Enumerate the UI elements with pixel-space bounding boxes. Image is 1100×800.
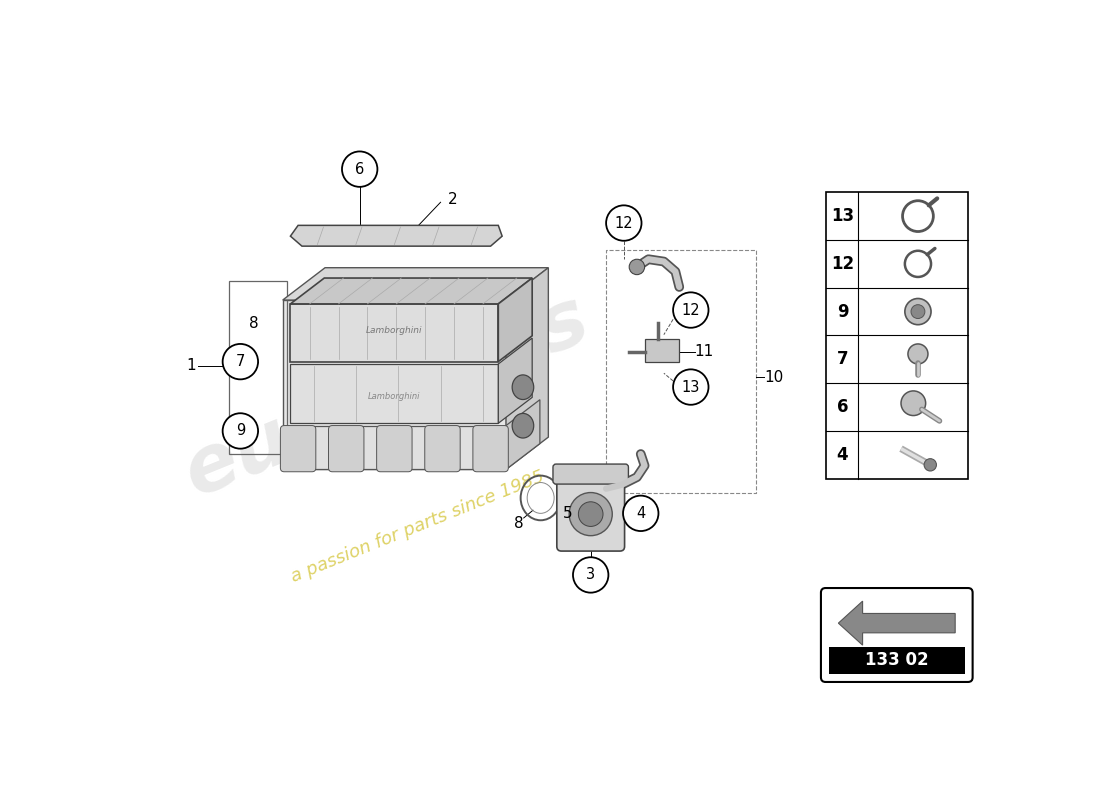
FancyBboxPatch shape [828, 646, 965, 674]
Polygon shape [290, 278, 532, 304]
Circle shape [222, 344, 258, 379]
Polygon shape [645, 338, 680, 362]
Text: 5: 5 [563, 506, 572, 521]
Circle shape [673, 292, 708, 328]
Ellipse shape [513, 414, 534, 438]
FancyBboxPatch shape [280, 426, 316, 472]
Text: 12: 12 [682, 302, 700, 318]
FancyBboxPatch shape [473, 426, 508, 472]
Circle shape [573, 558, 608, 593]
FancyBboxPatch shape [376, 426, 412, 472]
Text: 9: 9 [837, 302, 848, 321]
FancyBboxPatch shape [557, 469, 625, 551]
Polygon shape [283, 300, 506, 470]
Text: 11: 11 [695, 344, 714, 359]
Polygon shape [283, 268, 548, 300]
Text: 9: 9 [235, 423, 245, 438]
Polygon shape [825, 192, 968, 478]
Circle shape [673, 370, 708, 405]
Text: 4: 4 [636, 506, 646, 521]
Circle shape [911, 305, 925, 318]
Polygon shape [290, 304, 498, 362]
Circle shape [569, 493, 613, 536]
Text: 3: 3 [586, 567, 595, 582]
Ellipse shape [513, 375, 534, 399]
Text: a passion for parts since 1985: a passion for parts since 1985 [288, 468, 547, 586]
Polygon shape [290, 226, 502, 246]
Text: 10: 10 [763, 370, 783, 385]
Text: 8: 8 [250, 316, 258, 330]
Circle shape [901, 391, 926, 415]
FancyBboxPatch shape [553, 464, 628, 484]
Text: 2: 2 [449, 193, 458, 207]
Text: 7: 7 [235, 354, 245, 369]
Polygon shape [498, 338, 532, 423]
Polygon shape [283, 426, 506, 470]
Circle shape [222, 414, 258, 449]
Text: 13: 13 [830, 207, 854, 225]
Text: Lamborghini: Lamborghini [366, 326, 422, 335]
Text: Lamborghini: Lamborghini [368, 392, 420, 401]
FancyBboxPatch shape [425, 426, 460, 472]
Text: 6: 6 [355, 162, 364, 177]
Circle shape [905, 298, 931, 325]
Circle shape [629, 259, 645, 274]
Polygon shape [498, 278, 532, 362]
Text: 12: 12 [615, 215, 634, 230]
FancyBboxPatch shape [329, 426, 364, 472]
Circle shape [606, 206, 641, 241]
Polygon shape [290, 364, 498, 423]
Text: 12: 12 [830, 255, 854, 273]
Circle shape [342, 151, 377, 187]
Polygon shape [506, 400, 540, 470]
Text: 7: 7 [837, 350, 848, 368]
Text: 13: 13 [682, 379, 700, 394]
Circle shape [579, 502, 603, 526]
Polygon shape [838, 601, 955, 645]
FancyBboxPatch shape [821, 588, 972, 682]
Text: 133 02: 133 02 [865, 651, 928, 670]
Circle shape [908, 344, 928, 364]
Polygon shape [506, 268, 548, 470]
Text: eurøparts: eurøparts [173, 281, 601, 512]
Text: 8: 8 [515, 516, 524, 531]
Text: 6: 6 [837, 398, 848, 416]
Circle shape [623, 496, 659, 531]
Text: 1: 1 [186, 358, 196, 373]
Text: 4: 4 [837, 446, 848, 464]
Circle shape [924, 458, 936, 471]
